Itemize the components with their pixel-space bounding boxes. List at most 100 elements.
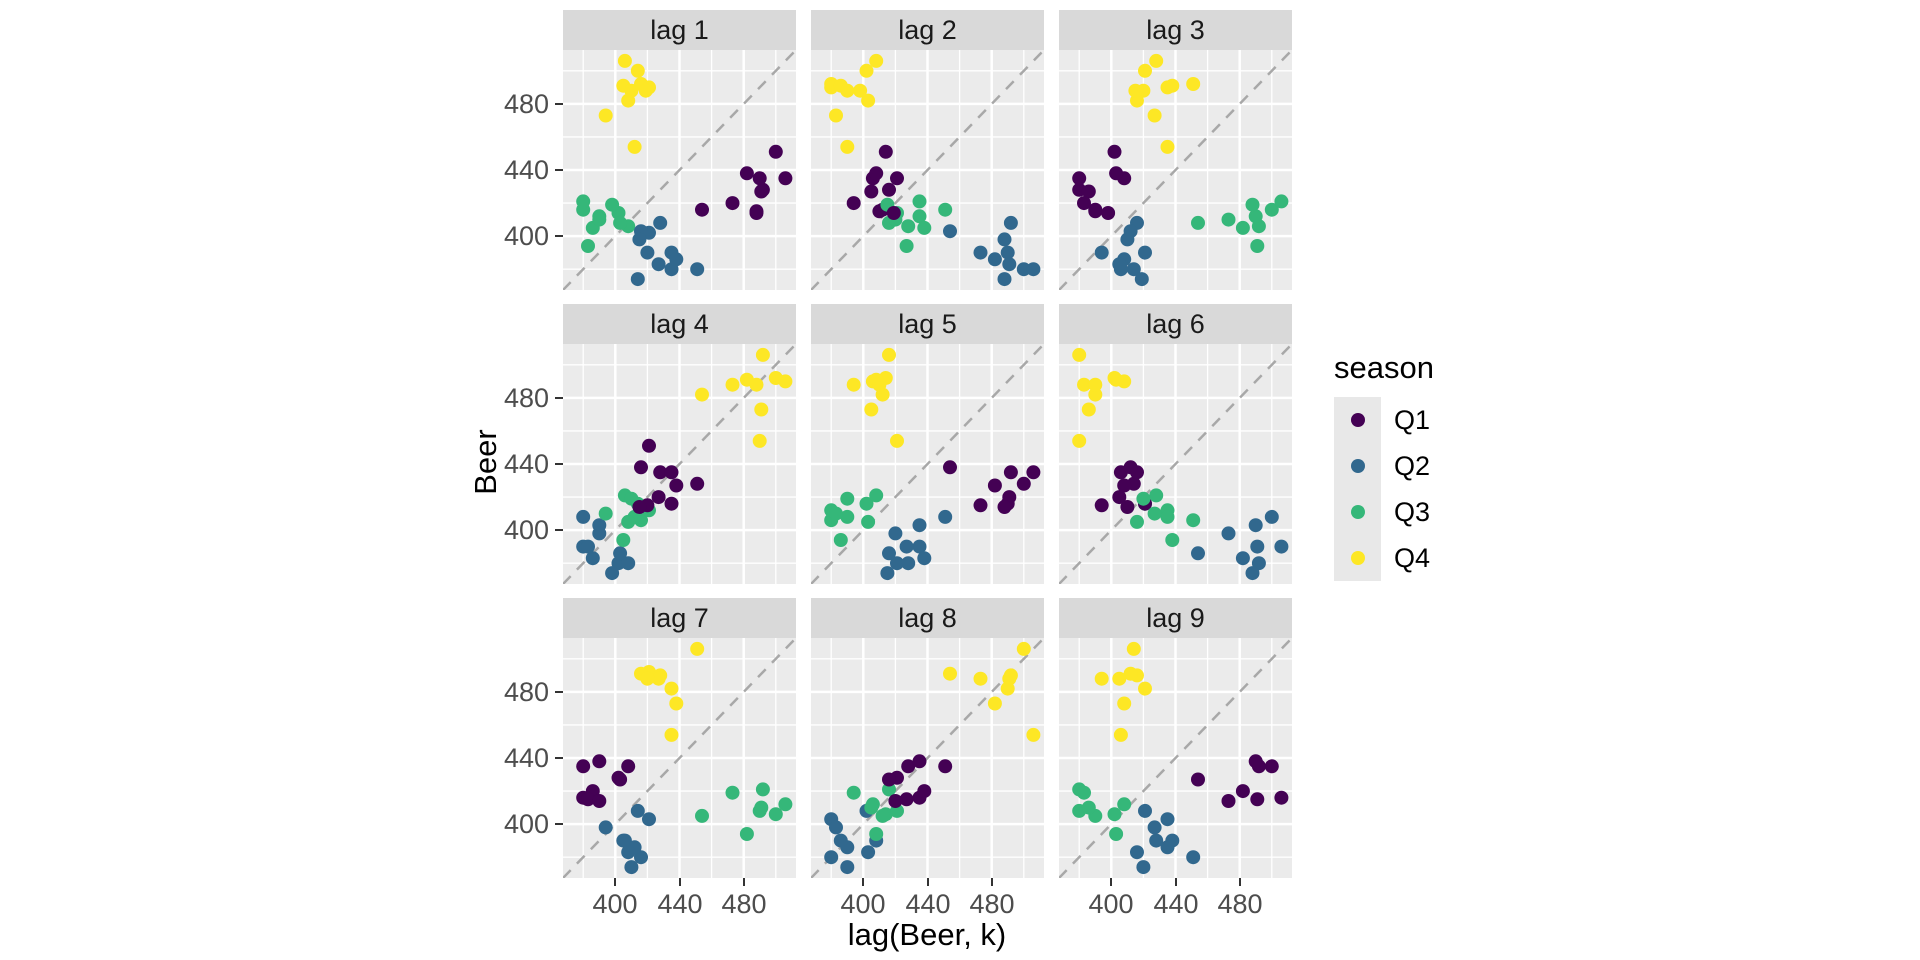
x-tick-label: 440 [905, 889, 951, 919]
data-point-Q1 [1112, 490, 1127, 505]
data-point-Q1 [1077, 196, 1091, 211]
data-point-Q2 [630, 803, 645, 818]
facet-strip-lag-7: lag 7 [563, 598, 796, 638]
data-point-Q3 [864, 800, 879, 815]
x-tick-label: 440 [657, 889, 703, 919]
data-point-Q4 [1016, 641, 1031, 656]
data-point-Q4 [869, 53, 884, 68]
data-point-Q4 [1165, 78, 1180, 93]
data-point-Q3 [1117, 797, 1132, 812]
data-point-Q3 [1186, 513, 1201, 528]
data-point-Q2 [997, 272, 1012, 287]
data-point-Q2 [1160, 812, 1175, 827]
data-point-Q2 [621, 556, 636, 571]
facet-strip-lag-6: lag 6 [1059, 304, 1292, 344]
data-point-Q4 [1117, 696, 1132, 711]
data-point-Q2 [632, 232, 647, 247]
data-point-Q1 [1250, 792, 1265, 807]
data-point-Q4 [1094, 671, 1109, 686]
data-point-Q1 [1264, 759, 1279, 774]
data-point-Q4 [1002, 671, 1017, 686]
data-point-Q3 [592, 212, 607, 227]
x-tick-mark [614, 878, 616, 886]
legend-dot-Q3 [1350, 505, 1365, 519]
y-tick-mark [555, 529, 563, 531]
data-point-Q4 [630, 63, 645, 78]
y-tick-label: 440 [503, 743, 549, 773]
data-point-Q2 [624, 860, 639, 875]
data-point-Q1 [886, 206, 901, 220]
legend-label-Q4: Q4 [1394, 543, 1431, 573]
y-tick-mark [555, 397, 563, 399]
data-point-Q4 [987, 696, 1002, 711]
identity-reference-line [563, 344, 796, 584]
data-point-Q3 [859, 496, 874, 511]
data-point-Q2 [613, 546, 628, 561]
y-tick-label: 400 [503, 809, 549, 839]
facet-panel-lag-4 [563, 344, 796, 584]
y-tick-mark [555, 235, 563, 237]
x-tick-mark [1239, 878, 1241, 886]
data-point-Q2 [880, 566, 895, 581]
y-tick-label: 480 [503, 89, 549, 119]
data-point-Q2 [1112, 257, 1127, 272]
y-tick-mark [555, 757, 563, 759]
data-point-Q1 [1191, 772, 1205, 787]
data-point-Q2 [1002, 257, 1017, 272]
data-point-Q1 [1072, 171, 1087, 186]
data-point-Q2 [829, 820, 843, 835]
facet-panel-lag-9 [1059, 638, 1292, 878]
data-point-Q1 [613, 772, 628, 787]
facet-panel-lag-8 [811, 638, 1044, 878]
data-point-Q3 [581, 239, 595, 253]
data-point-Q3 [846, 785, 861, 800]
data-point-Q2 [616, 833, 631, 848]
data-point-Q4 [1112, 671, 1127, 686]
data-point-Q1 [912, 754, 927, 769]
x-tick-label: 440 [1153, 889, 1199, 919]
y-tick-label: 400 [503, 221, 549, 251]
facet-strip-lag-9: lag 9 [1059, 598, 1292, 638]
data-point-Q4 [624, 83, 639, 98]
identity-reference-line [1059, 638, 1292, 878]
data-point-Q2 [861, 845, 876, 860]
data-point-Q3 [725, 785, 740, 800]
data-point-Q4 [1138, 681, 1152, 696]
data-point-Q1 [882, 772, 896, 787]
data-point-Q2 [833, 833, 848, 848]
data-point-Q4 [617, 53, 632, 68]
data-point-Q1 [749, 206, 764, 220]
data-point-Q1 [899, 792, 914, 807]
data-point-Q3 [901, 219, 916, 234]
data-point-Q1 [1081, 184, 1096, 199]
data-point-Q3 [869, 827, 884, 841]
facet-panel-lag-1 [563, 50, 796, 290]
data-point-Q2 [1136, 860, 1151, 875]
x-tick-label: 480 [721, 889, 767, 919]
data-point-Q2 [1138, 803, 1152, 818]
data-point-Q3 [1109, 827, 1124, 841]
data-point-Q2 [576, 509, 591, 524]
y-tick-label: 440 [503, 449, 549, 479]
data-point-Q3 [1221, 212, 1236, 227]
x-tick-mark [927, 878, 929, 886]
data-point-Q3 [1136, 491, 1151, 506]
data-point-Q2 [598, 820, 613, 835]
data-point-Q1 [690, 476, 705, 491]
data-point-Q2 [585, 551, 600, 566]
data-point-Q3 [1081, 800, 1096, 815]
legend-label-Q3: Q3 [1394, 497, 1431, 527]
data-point-Q2 [651, 257, 666, 272]
data-point-Q2 [581, 539, 595, 554]
data-point-Q2 [1221, 526, 1236, 541]
data-point-Q3 [605, 197, 620, 212]
legend-dot-Q4 [1350, 551, 1365, 565]
data-point-Q4 [754, 402, 769, 417]
data-point-Q3 [621, 514, 636, 529]
data-point-Q1 [1274, 790, 1289, 805]
data-point-Q1 [1117, 478, 1132, 493]
data-point-Q3 [1245, 197, 1260, 212]
data-point-Q1 [576, 759, 591, 774]
data-point-Q1 [1248, 754, 1263, 769]
data-point-Q2 [690, 262, 705, 277]
